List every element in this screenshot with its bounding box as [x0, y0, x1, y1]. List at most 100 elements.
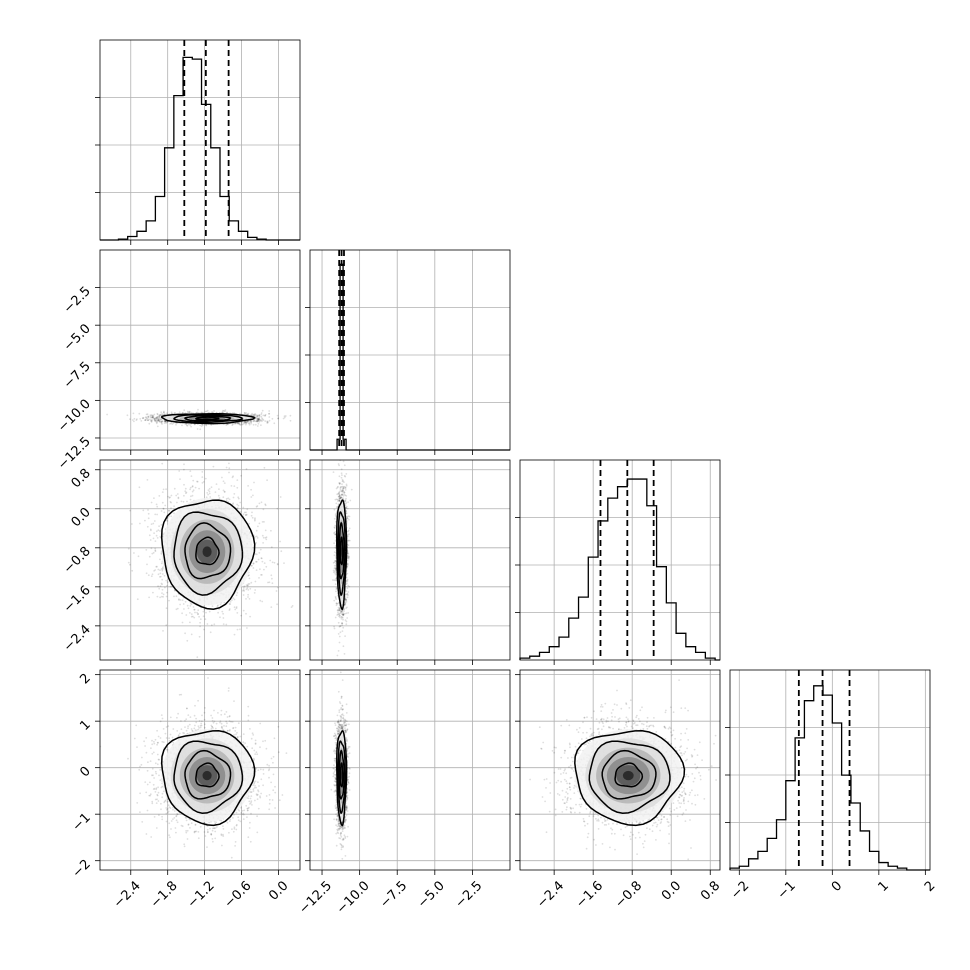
scatter-point [137, 555, 140, 558]
axes-frame [309, 249, 511, 451]
scatter-point [242, 513, 245, 516]
scatter-point [257, 419, 260, 421]
scatter-point [164, 413, 166, 416]
scatter-point [155, 565, 158, 568]
scatter-point [156, 420, 159, 422]
scatter-point [162, 411, 165, 414]
scatter-point [161, 588, 164, 591]
scatter-point [280, 550, 283, 553]
scatter-point [189, 488, 192, 491]
scatter-point [258, 414, 261, 417]
scatter-point [257, 419, 260, 422]
scatter-point [264, 503, 267, 506]
scatter-point [222, 617, 225, 619]
scatter-point [153, 497, 155, 499]
scatter-point [224, 409, 227, 411]
scatter-point [165, 624, 168, 627]
scatter-point [159, 576, 161, 578]
scatter-point [261, 417, 263, 420]
scatter-point [160, 524, 163, 526]
scatter-point [180, 500, 183, 503]
scatter-point [266, 479, 268, 482]
x-tick-label: −2 [728, 878, 752, 902]
scatter-point [154, 417, 156, 420]
scatter-point [205, 611, 207, 614]
scatter-point [262, 414, 265, 417]
scatter-point [158, 587, 161, 590]
scatter-point [161, 491, 164, 493]
scatter-point [146, 525, 149, 528]
scatter-point [158, 414, 161, 417]
scatter-point [268, 412, 271, 415]
scatter-point [254, 518, 256, 521]
scatter-point [146, 413, 149, 415]
scatter-point [205, 410, 208, 413]
scatter-point [248, 423, 251, 426]
scatter-point [150, 419, 153, 421]
scatter-point [161, 569, 164, 572]
scatter-point [256, 416, 258, 418]
scatter-point [147, 517, 150, 520]
scatter-point [255, 542, 257, 544]
scatter-point [260, 419, 263, 421]
scatter-point [206, 409, 209, 412]
scatter-point [142, 417, 145, 419]
scatter-point [201, 482, 204, 484]
scatter-point [179, 599, 182, 601]
scatter-point [148, 422, 151, 425]
scatter-point [192, 479, 195, 482]
scatter-point [144, 519, 146, 522]
scatter-point [187, 411, 189, 414]
scatter-point [250, 496, 253, 498]
scatter-point [193, 608, 196, 611]
scatter-point [222, 480, 225, 483]
scatter-point [106, 413, 108, 416]
scatter-point [163, 410, 165, 413]
scatter-point [144, 419, 147, 422]
scatter-point [242, 506, 245, 509]
scatter-point [271, 561, 274, 564]
scatter-point [161, 573, 164, 575]
scatter-point [257, 422, 260, 425]
scatter-point [153, 570, 156, 572]
scatter-point [199, 625, 202, 628]
scatter-point [155, 503, 158, 506]
scatter-point [182, 500, 185, 503]
scatter-point [162, 596, 165, 598]
scatter-point [268, 416, 271, 418]
panel-1-0: −12.5−10.0−7.5−5.0−2.5 [55, 249, 301, 473]
scatter-point [181, 621, 184, 624]
scatter-point [263, 521, 265, 523]
scatter-point [189, 486, 192, 489]
scatter-point [263, 466, 266, 469]
scatter-point [245, 468, 248, 470]
scatter-point [208, 487, 211, 490]
scatter-point [145, 572, 148, 575]
scatter-point [183, 483, 185, 486]
scatter-point [161, 583, 164, 586]
scatter-point [162, 488, 165, 491]
scatter-point [247, 413, 249, 416]
scatter-point [160, 422, 163, 424]
scatter-point [246, 508, 249, 511]
scatter-point [131, 419, 134, 421]
scatter-point [184, 487, 187, 490]
scatter-point [236, 628, 239, 631]
scatter-point [264, 413, 267, 416]
scatter-point [186, 639, 189, 642]
scatter-point [263, 568, 265, 571]
scatter-point [254, 589, 257, 591]
scatter-point [252, 567, 255, 569]
scatter-point [282, 417, 285, 420]
scatter-point [289, 414, 292, 417]
scatter-point [265, 565, 268, 568]
scatter-point [230, 485, 233, 487]
scatter-point [252, 562, 255, 565]
scatter-point [198, 487, 201, 490]
scatter-point [140, 420, 143, 422]
scatter-point [156, 537, 159, 539]
scatter-point [255, 419, 258, 422]
scatter-point [132, 412, 135, 415]
scatter-point [162, 630, 164, 632]
scatter-point [260, 415, 263, 418]
